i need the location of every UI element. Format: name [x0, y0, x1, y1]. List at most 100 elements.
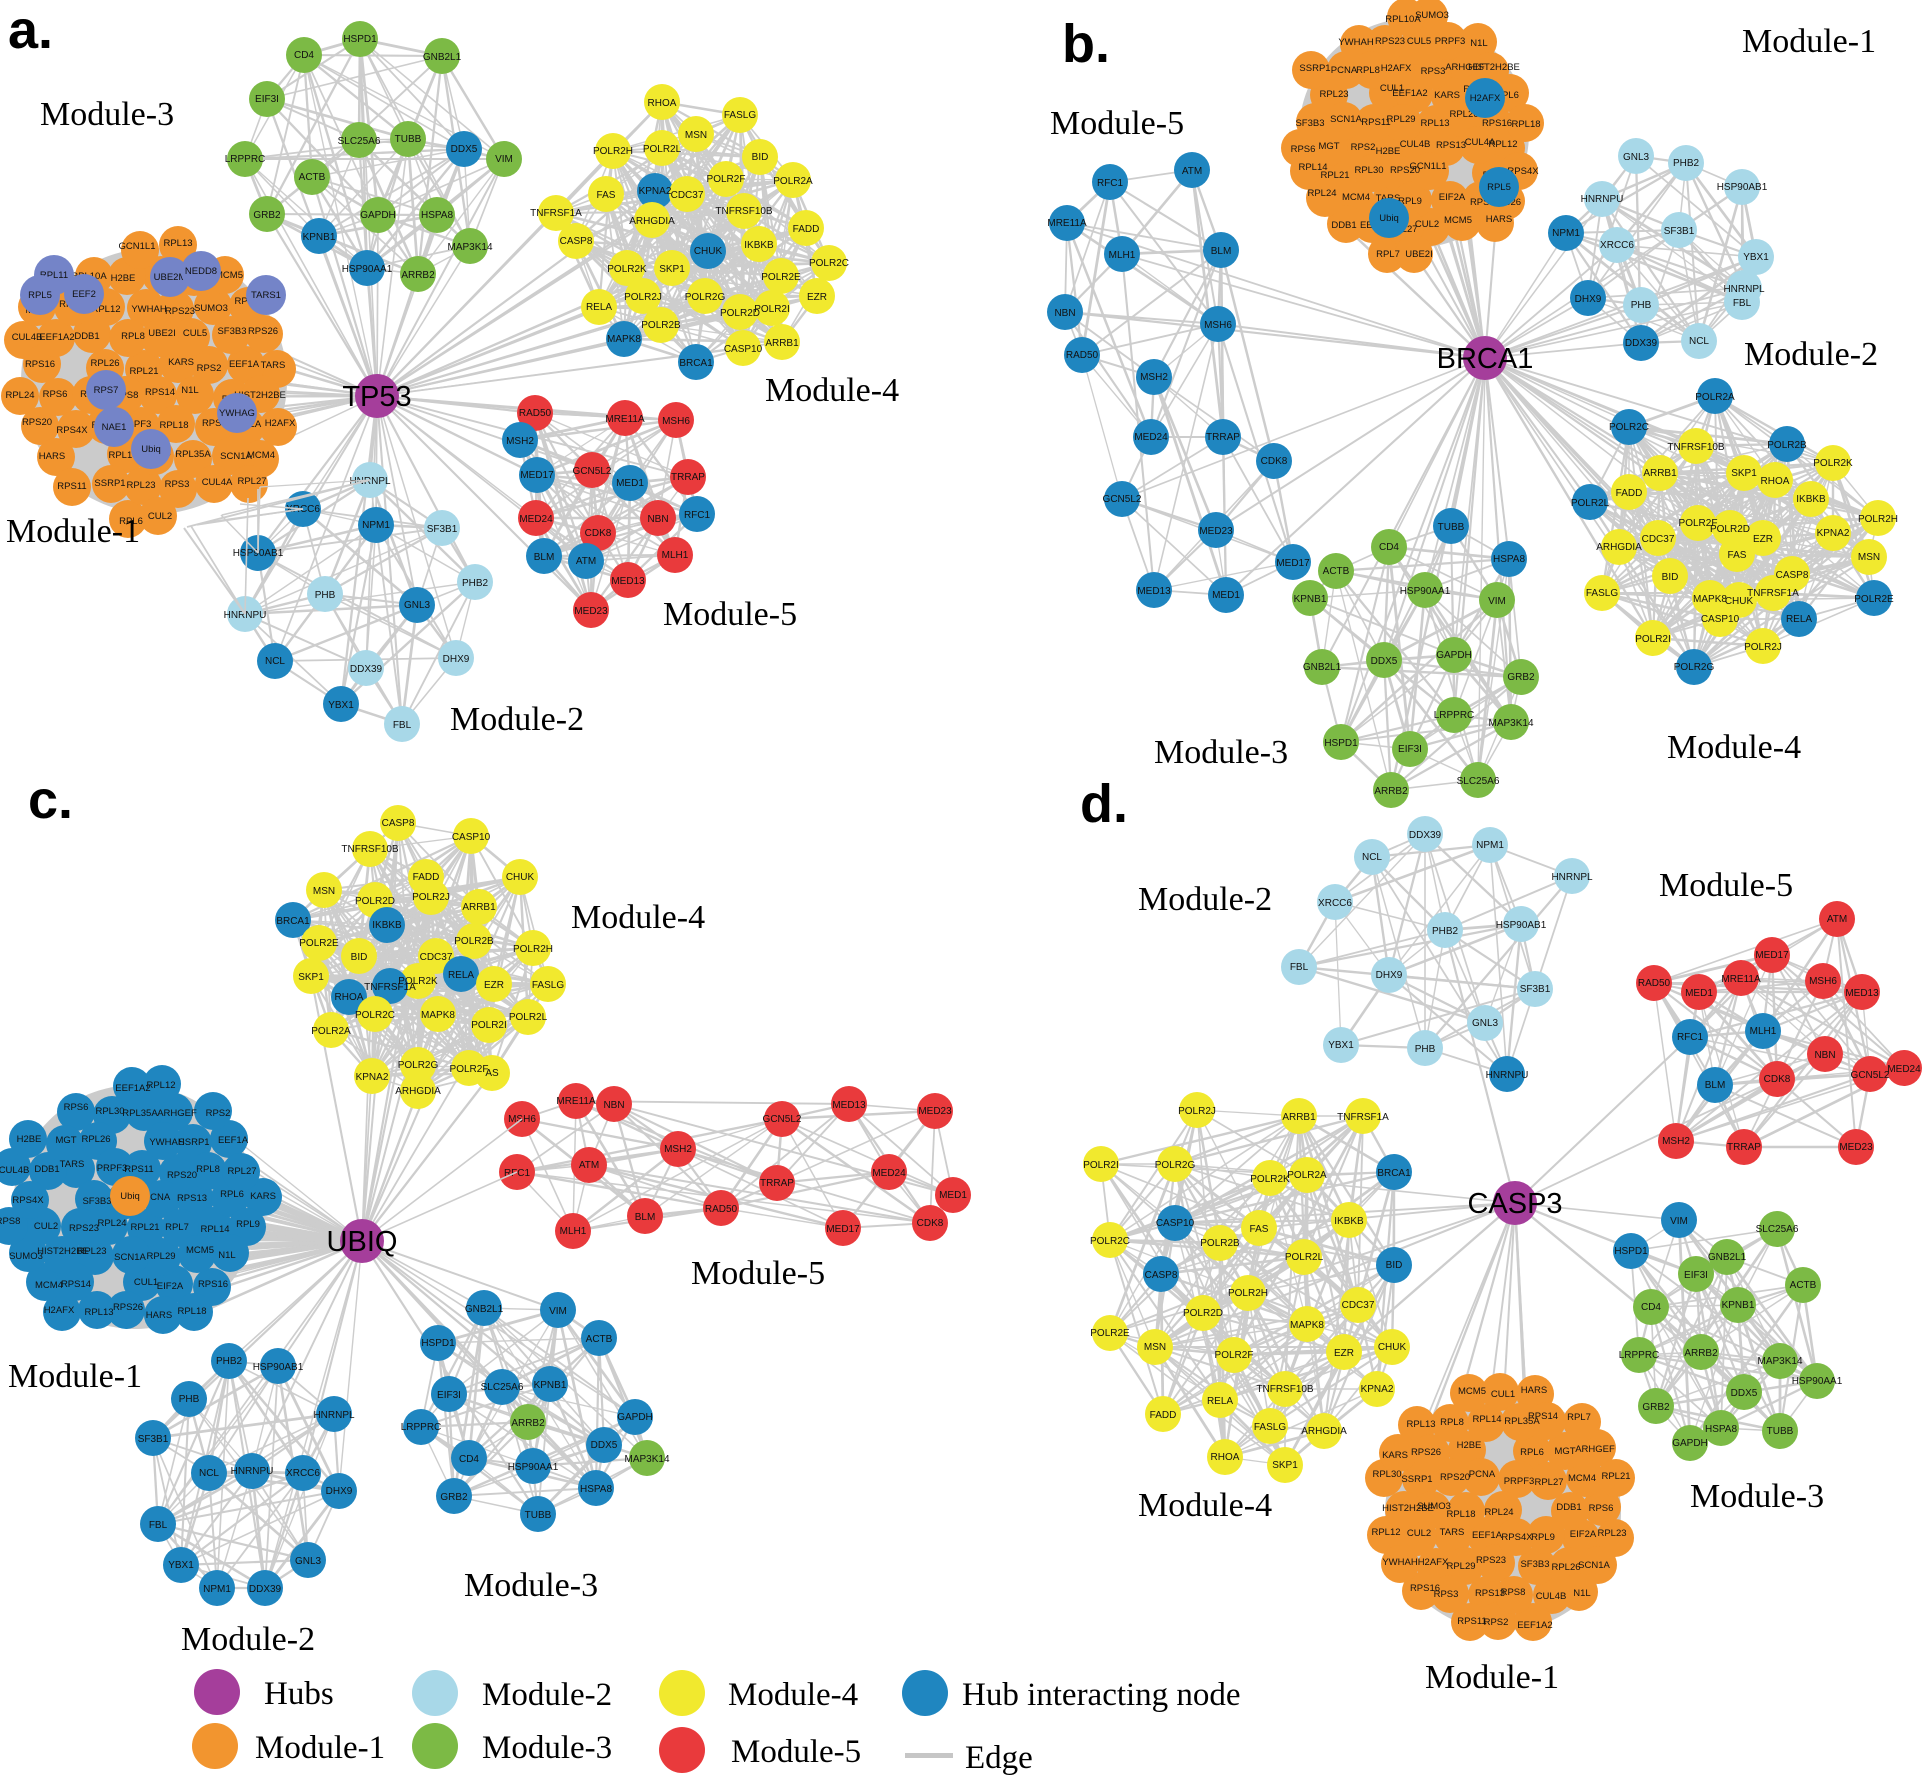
svg-text:SLC25A6: SLC25A6: [1457, 776, 1500, 787]
svg-text:RPL5: RPL5: [1487, 182, 1511, 193]
svg-text:MLH1: MLH1: [662, 550, 689, 561]
svg-text:HNRNPU: HNRNPU: [231, 1466, 274, 1477]
svg-text:FAS: FAS: [597, 190, 616, 201]
svg-text:EEF1A: EEF1A: [218, 1135, 249, 1146]
svg-text:EZR: EZR: [1334, 1348, 1354, 1359]
svg-text:RPS11: RPS11: [1457, 1616, 1486, 1627]
svg-text:Module-4: Module-4: [765, 372, 899, 409]
svg-text:DDX39: DDX39: [1625, 338, 1658, 349]
svg-text:RPL9: RPL9: [1398, 196, 1422, 207]
svg-text:RPL12: RPL12: [1371, 1527, 1400, 1538]
svg-text:YBX1: YBX1: [1328, 1040, 1354, 1051]
svg-text:ARRB1: ARRB1: [1643, 468, 1677, 479]
svg-text:H2AFX: H2AFX: [1381, 63, 1412, 74]
svg-text:Module-1: Module-1: [255, 1730, 385, 1766]
svg-text:RPS14: RPS14: [61, 1279, 91, 1290]
svg-text:N1L: N1L: [218, 1250, 235, 1261]
svg-text:TUBB: TUBB: [525, 1510, 552, 1521]
svg-text:RAD50: RAD50: [519, 408, 552, 419]
svg-text:RPL29: RPL29: [1446, 1561, 1475, 1572]
svg-text:EEF1A2: EEF1A2: [1392, 88, 1427, 99]
svg-text:RPL7: RPL7: [1567, 1412, 1591, 1423]
svg-text:POLR2D: POLR2D: [720, 308, 760, 319]
svg-text:HSP90AB1: HSP90AB1: [1717, 182, 1768, 193]
svg-text:NPM1: NPM1: [1552, 228, 1580, 239]
svg-text:MED23: MED23: [1199, 526, 1233, 537]
svg-text:SLC25A6: SLC25A6: [338, 136, 381, 147]
svg-text:TNFRSF10B: TNFRSF10B: [1256, 1384, 1314, 1395]
svg-text:POLR2I: POLR2I: [1083, 1160, 1119, 1171]
svg-text:MED13: MED13: [832, 1100, 866, 1111]
svg-text:TUBB: TUBB: [395, 134, 422, 145]
svg-text:CUL2: CUL2: [148, 511, 172, 522]
svg-text:UBE2I: UBE2I: [1405, 249, 1432, 260]
svg-text:BID: BID: [1662, 572, 1679, 583]
svg-text:RHOA: RHOA: [1211, 1452, 1240, 1463]
svg-text:GNL3: GNL3: [295, 1556, 322, 1567]
svg-text:TARS: TARS: [60, 1159, 85, 1170]
svg-text:XRCC6: XRCC6: [1600, 240, 1634, 251]
svg-text:DDX39: DDX39: [249, 1584, 282, 1595]
svg-text:CASP10: CASP10: [452, 832, 491, 843]
svg-text:PRPF3: PRPF3: [97, 1163, 128, 1174]
svg-text:TNFRSF1A: TNFRSF1A: [530, 208, 582, 219]
svg-text:YWHAH: YWHAH: [131, 304, 167, 315]
svg-text:RPL30: RPL30: [1354, 165, 1383, 176]
svg-text:RPL27: RPL27: [1534, 1477, 1563, 1488]
svg-text:EEF1A2: EEF1A2: [115, 1083, 150, 1094]
svg-text:RPL12: RPL12: [91, 304, 120, 315]
svg-text:RPL24: RPL24: [97, 1218, 126, 1229]
svg-text:RPL6: RPL6: [1495, 90, 1519, 101]
svg-text:CHUK: CHUK: [506, 872, 535, 883]
svg-text:ACTB: ACTB: [1790, 1280, 1817, 1291]
svg-text:HIST2H2BE: HIST2H2BE: [1382, 1503, 1434, 1514]
svg-text:KPNA2: KPNA2: [639, 186, 672, 197]
svg-text:VIM: VIM: [1488, 596, 1506, 607]
svg-text:RPS26: RPS26: [248, 326, 278, 337]
svg-text:MCM4: MCM4: [1568, 1473, 1596, 1484]
svg-text:RPL24: RPL24: [1307, 188, 1336, 199]
svg-text:RPL30: RPL30: [95, 1106, 124, 1117]
svg-text:VIM: VIM: [549, 1306, 567, 1317]
svg-text:RPL18: RPL18: [1511, 119, 1540, 130]
svg-text:RPS20: RPS20: [1390, 165, 1420, 176]
svg-text:UBE2M: UBE2M: [154, 272, 187, 283]
svg-text:MCM4: MCM4: [247, 450, 275, 461]
svg-text:POLR2A: POLR2A: [311, 1026, 351, 1037]
svg-text:POLR2E: POLR2E: [299, 938, 339, 949]
svg-text:YWHAH: YWHAH: [1382, 1557, 1418, 1568]
svg-text:RPS16: RPS16: [1410, 1583, 1440, 1594]
svg-text:MED17: MED17: [1276, 558, 1310, 569]
svg-text:MSN: MSN: [1144, 1342, 1166, 1353]
svg-text:PHB: PHB: [315, 590, 336, 601]
svg-text:RPL21: RPL21: [130, 1222, 159, 1233]
svg-text:RPL9: RPL9: [1531, 1532, 1555, 1543]
svg-text:Module-5: Module-5: [1050, 105, 1184, 142]
svg-text:KPNB1: KPNB1: [534, 1380, 567, 1391]
svg-text:RPS3: RPS3: [165, 479, 190, 490]
svg-text:RPL24: RPL24: [1484, 1507, 1513, 1518]
svg-text:RPS23: RPS23: [165, 306, 195, 317]
svg-text:SUMO3: SUMO3: [1415, 10, 1449, 21]
svg-text:GRB2: GRB2: [1642, 1402, 1670, 1413]
svg-text:ACTB: ACTB: [299, 172, 326, 183]
svg-text:FASLG: FASLG: [724, 110, 756, 121]
svg-text:RPS2: RPS2: [1351, 142, 1376, 153]
svg-text:DDB1: DDB1: [1556, 1502, 1581, 1513]
svg-text:GRB2: GRB2: [1507, 672, 1535, 683]
svg-text:TRRAP: TRRAP: [1727, 1142, 1761, 1153]
svg-text:RPS26: RPS26: [1411, 1447, 1441, 1458]
svg-text:POLR2E: POLR2E: [1854, 594, 1894, 605]
svg-text:HSP90AB1: HSP90AB1: [1496, 920, 1547, 931]
svg-text:POLR2G: POLR2G: [685, 292, 726, 303]
svg-text:DHX9: DHX9: [1575, 294, 1602, 305]
svg-text:PHB2: PHB2: [462, 578, 489, 589]
svg-text:CHUK: CHUK: [1725, 596, 1754, 607]
svg-text:HNRNPL: HNRNPL: [349, 476, 391, 487]
svg-text:DDB1: DDB1: [1331, 220, 1356, 231]
svg-text:POLR2H: POLR2H: [1228, 1288, 1268, 1299]
svg-text:RPL26: RPL26: [1551, 1562, 1580, 1573]
svg-text:NCL: NCL: [265, 656, 285, 667]
svg-text:NBN: NBN: [603, 1100, 624, 1111]
svg-text:RPS8: RPS8: [114, 390, 139, 401]
